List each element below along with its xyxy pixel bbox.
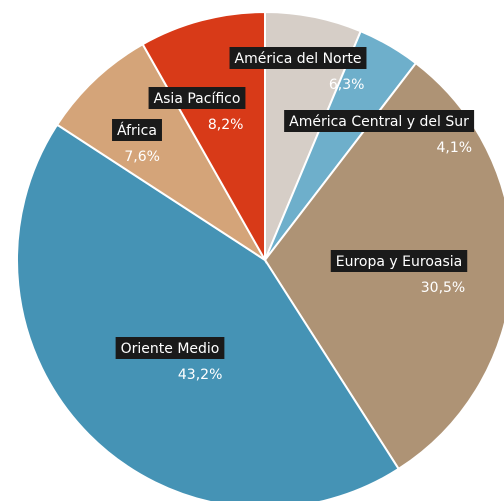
- slice-label: América del Norte 6,3%: [229, 47, 367, 93]
- label-box: [112, 119, 162, 141]
- category-label: América del Norte: [235, 51, 362, 67]
- slice-label: Europa y Euroasia 30,5%: [330, 250, 468, 296]
- category-label: Europa y Euroasia: [336, 254, 462, 270]
- slice-label: Asia Pacífico 8,2%: [148, 87, 246, 133]
- pie-slice: [55, 42, 266, 261]
- pie-slice: [141, 10, 266, 264]
- slice-label: América Central y del Sur 4,1%: [284, 110, 475, 156]
- value-label: 8,2%: [208, 117, 244, 133]
- category-label: Oriente Medio: [121, 341, 220, 357]
- label-box: [330, 250, 468, 272]
- category-label: Asia Pacífico: [154, 91, 241, 107]
- value-label: 30,5%: [421, 280, 465, 296]
- category-label: África: [117, 122, 157, 139]
- slice-label: Oriente Medio 43,2%: [115, 337, 225, 383]
- value-label: 6,3%: [329, 77, 365, 93]
- label-box: [229, 47, 367, 69]
- category-label: América Central y del Sur: [289, 114, 469, 130]
- label-box: [284, 110, 475, 132]
- label-box: [115, 337, 225, 359]
- slice-label: África 7,6%: [112, 119, 162, 165]
- value-label: 43,2%: [178, 367, 222, 383]
- pie-slice: [16, 123, 401, 501]
- label-box: [148, 87, 246, 109]
- value-label: 4,1%: [437, 140, 473, 156]
- value-label: 7,6%: [124, 149, 160, 165]
